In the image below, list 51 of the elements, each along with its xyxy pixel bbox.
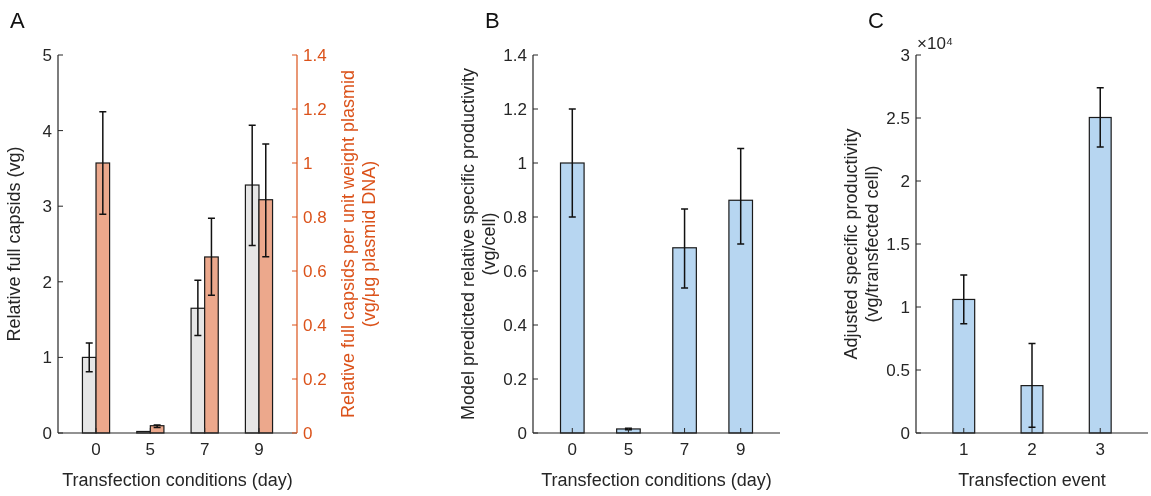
y-tick-label: 0.6 <box>503 261 527 281</box>
y2-tick-label: 1.4 <box>303 45 327 65</box>
x-tick-label: 3 <box>1095 440 1105 459</box>
y2-tick-label: 0.8 <box>303 207 327 227</box>
y-tick-label: 0 <box>900 423 910 443</box>
x-tick-label: 7 <box>199 440 210 459</box>
x-tick-label: 7 <box>679 440 690 459</box>
y-tick-label: 2.5 <box>886 108 910 128</box>
x-tick-label: 9 <box>254 440 264 459</box>
y2-tick-label: 0.4 <box>303 315 327 335</box>
chart-title: B <box>485 8 500 33</box>
y-tick-label: 1 <box>42 348 52 368</box>
y-tick-label: 0.4 <box>503 315 527 335</box>
x-axis-title: Transfection conditions (day) <box>62 470 293 490</box>
y-axis-title: Adjusted specific productivity (vg/transfected cell) <box>841 128 882 360</box>
y-tick-label: 5 <box>42 45 52 65</box>
x-tick-label: 2 <box>1027 440 1037 459</box>
y2-tick-label: 1.2 <box>303 99 327 119</box>
x-tick-label: 0 <box>91 440 101 459</box>
y-tick-label: 4 <box>42 121 52 141</box>
y-tick-label: 0 <box>42 423 52 443</box>
y-tick-label: 0.2 <box>503 369 527 389</box>
y-tick-label: 1 <box>900 297 910 317</box>
y-tick-label: 1 <box>517 153 527 173</box>
y-axis-title: Relative full capsids (vg) <box>4 146 24 342</box>
y-tick-label: 1.5 <box>886 234 910 254</box>
x-tick-label: 5 <box>145 440 156 459</box>
x-tick-label: 1 <box>959 440 969 459</box>
x-axis-title: Transfection conditions (day) <box>541 470 772 490</box>
y-tick-label: 2 <box>42 272 52 292</box>
x-tick-label: 5 <box>623 440 634 459</box>
y-tick-label: 0.8 <box>503 207 527 227</box>
y2-axis-title: Relative full capsids per unit weight plasmid (vg/μg plasmid DNA) <box>338 69 379 419</box>
y-tick-label: 0 <box>517 423 527 443</box>
y-tick-label: 1.2 <box>503 99 527 119</box>
x-tick-label: 0 <box>567 440 578 459</box>
y2-tick-label: 0.6 <box>303 261 327 281</box>
y-tick-label: 3 <box>900 45 910 65</box>
x-tick-label: 9 <box>735 440 746 459</box>
y-tick-label: 1.4 <box>503 45 527 65</box>
y2-tick-label: 0 <box>303 423 313 443</box>
chart-title: A <box>10 8 25 33</box>
chart-title: C <box>868 8 884 33</box>
text: ×10⁴ <box>917 34 954 53</box>
y2-tick-label: 0.2 <box>303 369 327 389</box>
y-axis-title: Model predicted relative specific productivity (vg/cell) <box>458 67 499 421</box>
y-tick-label: 2 <box>900 171 910 191</box>
y-tick-label: 0.5 <box>886 360 910 380</box>
y-tick-label: 3 <box>42 197 52 217</box>
y2-tick-label: 1 <box>303 153 313 173</box>
x-axis-title: Transfection event <box>958 470 1106 490</box>
